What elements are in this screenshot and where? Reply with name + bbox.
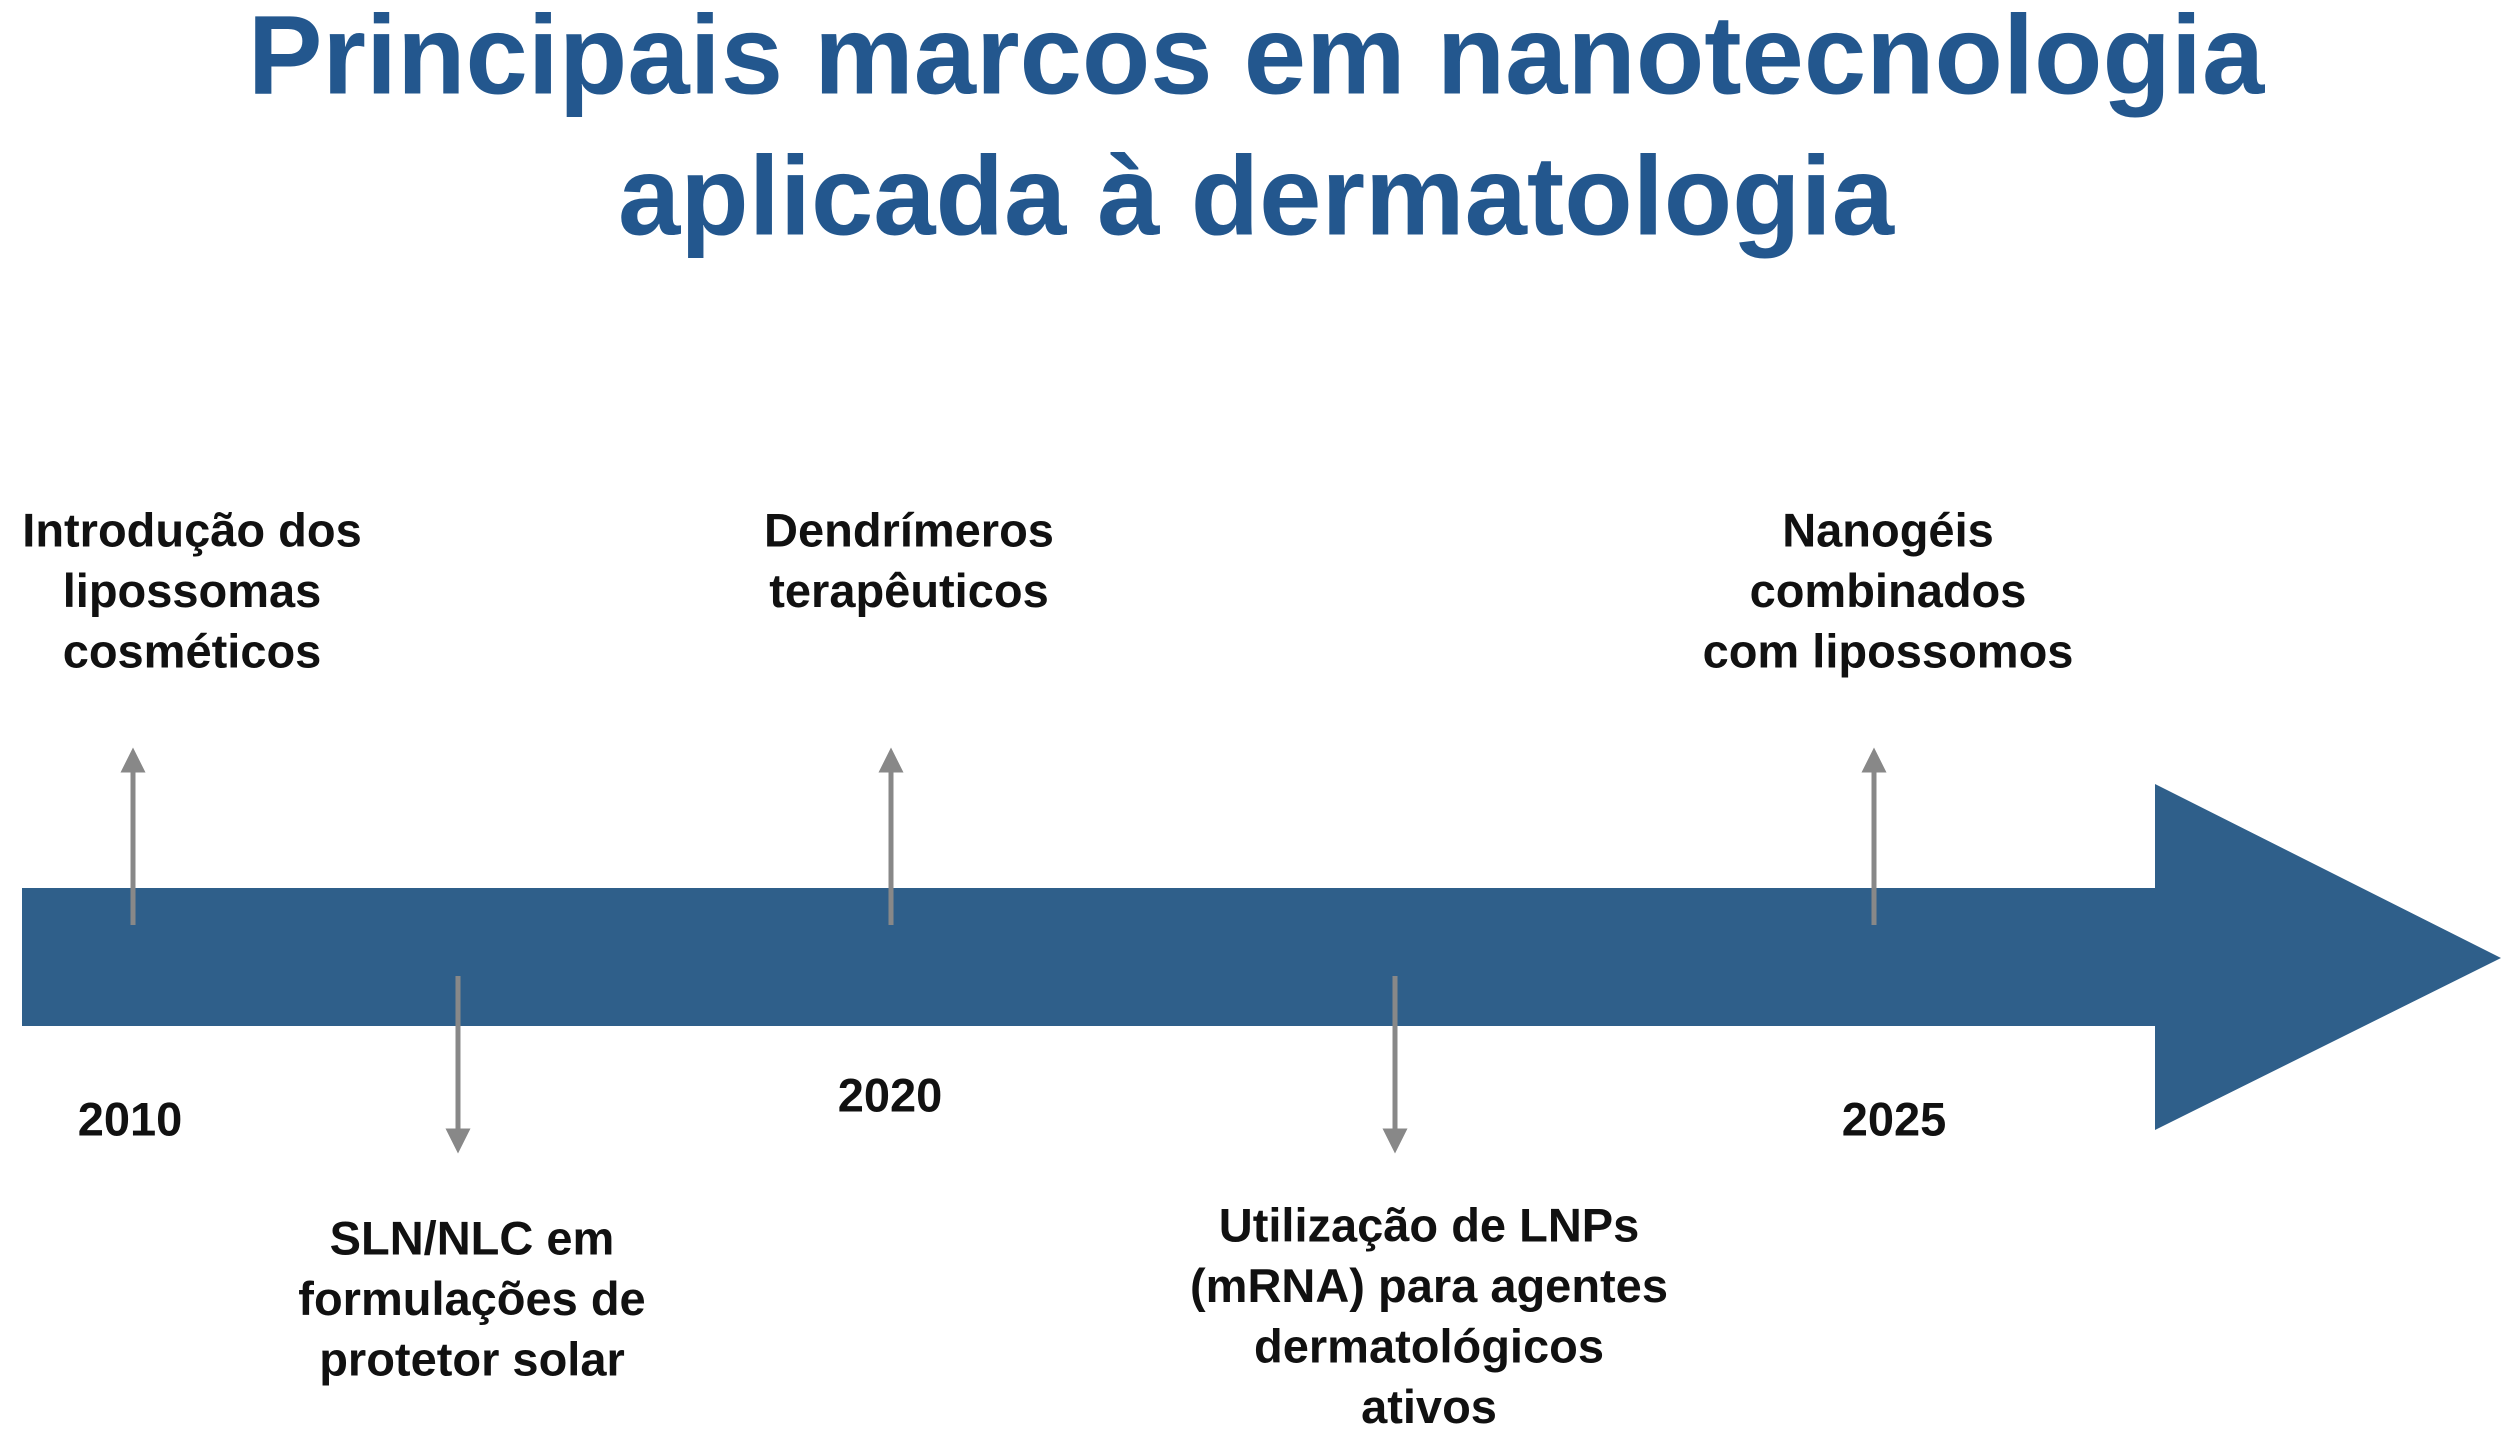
event-label: dermatológicos bbox=[1254, 1319, 1604, 1372]
event-label: combinados bbox=[1750, 564, 2027, 617]
title-line: Principais marcos em nanotecnologia bbox=[248, 0, 2265, 118]
title-line: aplicada à dermatologia bbox=[618, 134, 1895, 259]
event-label: formulações de bbox=[298, 1272, 645, 1325]
event-label: com lipossomos bbox=[1703, 624, 2074, 677]
event-label: SLN/NLC em bbox=[330, 1211, 615, 1264]
event-label: terapêuticos bbox=[769, 564, 1048, 617]
year-label: 2020 bbox=[838, 1068, 943, 1121]
event-label: Nanogéis bbox=[1782, 503, 1994, 556]
year-label: 2010 bbox=[78, 1092, 183, 1145]
timeline-arrow bbox=[22, 784, 2501, 1130]
event-label: Dendrímeros bbox=[764, 503, 1054, 556]
event-label: Utilização de LNPs bbox=[1219, 1198, 1640, 1251]
event-label: Introdução dos bbox=[22, 503, 361, 556]
event-label: lipossomas bbox=[63, 564, 322, 617]
event-label: ativos bbox=[1361, 1380, 1497, 1433]
event-label: cosméticos bbox=[63, 624, 322, 677]
year-label: 2025 bbox=[1842, 1092, 1947, 1145]
event-label: protetor solar bbox=[319, 1332, 625, 1385]
event-label: (mRNA) para agentes bbox=[1190, 1259, 1668, 1312]
